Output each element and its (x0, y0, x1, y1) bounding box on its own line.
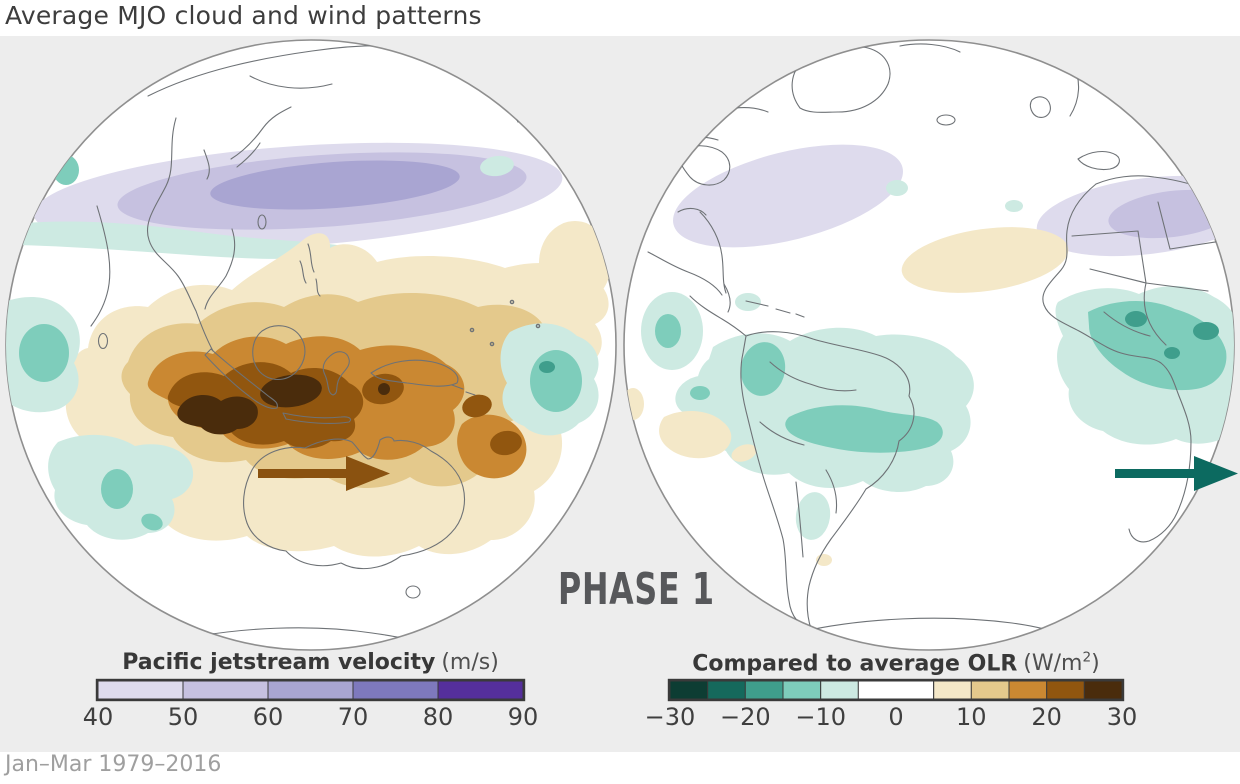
jetstream-colorbar-segment (437, 680, 524, 700)
olr-negative-core (690, 386, 710, 400)
coastline-island-dot (469, 327, 475, 333)
olr-positive-patch (901, 227, 1069, 293)
coastline-maritime-continent (204, 243, 476, 424)
olr-negative-core (740, 342, 786, 396)
coastline-tasmania (405, 585, 421, 599)
coastline-island-dot (535, 323, 541, 329)
credits-block: NOAA Climate.gov Data: NCEP/NCEI (1042, 732, 1236, 784)
olr-negative-core (19, 324, 69, 382)
olr-negative-core (530, 350, 582, 412)
right-globe-anomaly-layers (624, 43, 1234, 640)
credit-source: NOAA Climate.gov (1042, 782, 1236, 784)
jetstream-colorbar-segment (352, 680, 439, 700)
jetstream-tick: 40 (82, 703, 114, 731)
olr-negative-core (1164, 347, 1180, 359)
olr-positive-level4-lobe (462, 394, 492, 418)
date-range-label: Jan–Mar 1979–2016 (5, 752, 222, 777)
olr-colorbar-segment (744, 680, 784, 700)
olr-tick: −10 (795, 703, 847, 731)
olr-negative-core (655, 314, 681, 348)
jetstream-tick: 60 (252, 703, 284, 731)
olr-unit-superscript: 2 (1082, 650, 1092, 666)
coastline-iceland (936, 114, 956, 126)
jetstream-colorbar-title: Pacific jetstream velocity (m/s) (98, 650, 523, 675)
coastline-africa (1042, 175, 1225, 543)
olr-tick: 10 (956, 703, 987, 731)
jetstream-colorbar-title-text: Pacific jetstream velocity (122, 650, 436, 675)
olr-positive-core (378, 383, 390, 395)
olr-colorbar-segment (1083, 680, 1123, 700)
olr-colorbar-title-text: Compared to average OLR (692, 651, 1018, 677)
olr-colorbar (667, 678, 1125, 702)
jetstream-colorbar (95, 678, 526, 702)
coastline-taiwan (257, 214, 267, 230)
olr-tick: −30 (644, 703, 696, 731)
olr-colorbar-title: Compared to average OLR (W/m2) (670, 650, 1122, 676)
olr-colorbar-segment (1008, 680, 1048, 700)
olr-colorbar-border (667, 678, 1125, 702)
olr-negative-patch (480, 155, 514, 177)
jetstream-band-atlantic (673, 144, 903, 248)
olr-positive-patch (659, 410, 732, 459)
olr-negative-patch (795, 492, 831, 540)
coastline-island-dot (489, 341, 495, 347)
olr-negative-patch (1005, 200, 1023, 212)
olr-colorbar-unit: (W/m2) (1023, 650, 1100, 677)
phase-label: PHASE 1 (558, 564, 715, 615)
olr-colorbar-segment (707, 680, 746, 700)
olr-colorbar-segment (669, 680, 709, 700)
jetstream-colorbar-border (95, 678, 526, 702)
olr-tick: −20 (719, 703, 771, 731)
figure-title: Average MJO cloud and wind patterns (5, 1, 482, 30)
right-globe-coastlines (647, 43, 1225, 640)
olr-colorbar-segment (970, 680, 1010, 700)
jetstream-colorbar-segment (267, 680, 354, 700)
coastline-srilanka (97, 332, 109, 350)
olr-colorbar-segment (820, 680, 859, 700)
olr-colorbar-segment (857, 680, 935, 700)
olr-tick: 0 (888, 703, 904, 731)
olr-negative-core (785, 405, 943, 453)
olr-negative-patch (886, 180, 908, 196)
jetstream-band-core (210, 160, 460, 210)
olr-negative-core (1088, 301, 1227, 391)
jetstream-tick: 50 (167, 703, 199, 731)
olr-negative-patch (53, 155, 79, 185)
olr-tick: 20 (1031, 703, 1062, 731)
eastward-propagation-arrow-left (258, 456, 390, 491)
olr-negative-band (6, 221, 360, 259)
olr-positive-patch (624, 388, 644, 420)
olr-colorbar-segment (782, 680, 822, 700)
coastline-island-dot (509, 299, 515, 305)
olr-negative-core (1193, 322, 1219, 340)
olr-colorbar-segment (1046, 680, 1085, 700)
olr-negative-core (539, 361, 555, 373)
jetstream-colorbar-segment (97, 680, 184, 700)
coastline-north-america (647, 207, 805, 337)
jetstream-colorbar-segment (182, 680, 269, 700)
coastline-south-america (740, 331, 915, 630)
olr-negative-core (1125, 311, 1147, 327)
jetstream-colorbar-unit: (m/s) (441, 650, 499, 675)
olr-positive-patch (731, 444, 757, 462)
jetstream-tick: 80 (422, 703, 454, 731)
coastline-europe (1029, 96, 1120, 171)
jetstream-tick: 70 (337, 703, 369, 731)
olr-positive-core (260, 374, 322, 408)
jetstream-tick: 90 (507, 703, 539, 731)
olr-positive-level4-lobe (490, 430, 522, 456)
left-globe-anomaly-layers (6, 44, 611, 647)
olr-negative-core (141, 513, 163, 531)
olr-tick: 30 (1106, 703, 1138, 731)
olr-colorbar-segment (933, 680, 972, 700)
olr-negative-core (101, 469, 133, 509)
olr-positive-core (177, 394, 258, 435)
eastward-propagation-arrow-right (1115, 456, 1238, 491)
